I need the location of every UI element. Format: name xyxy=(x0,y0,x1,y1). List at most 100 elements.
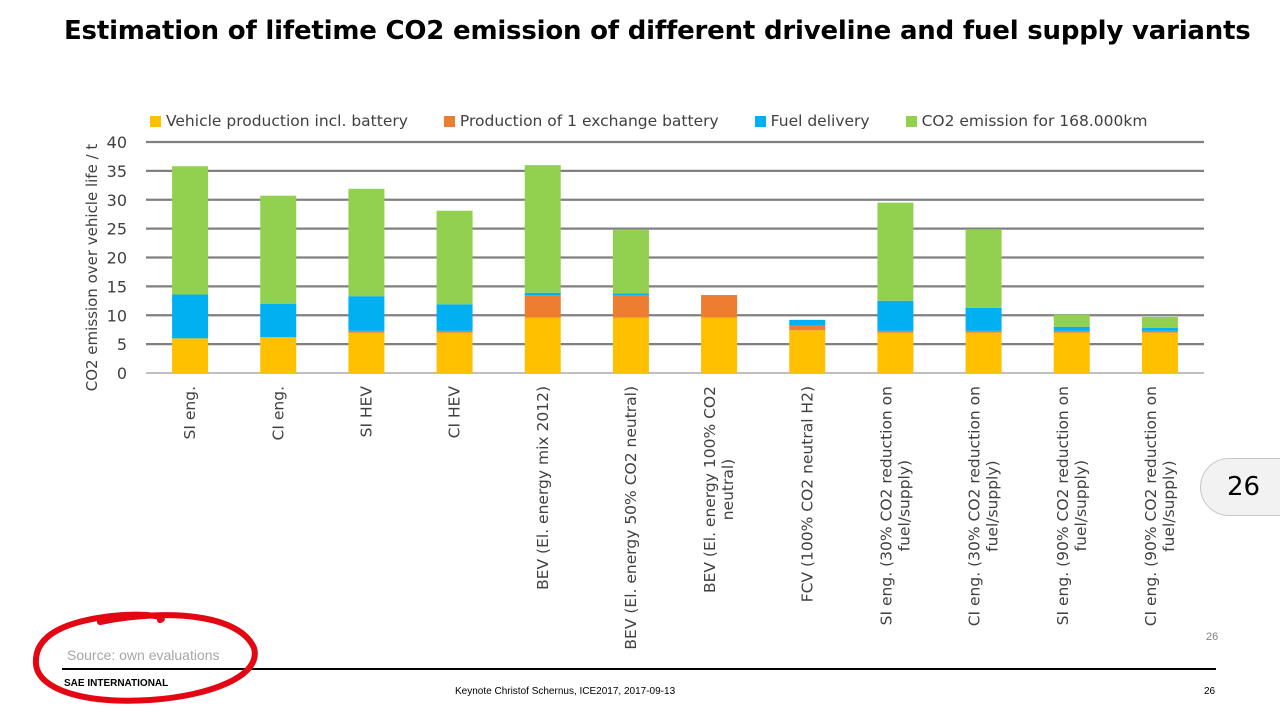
legend-item-vehicle-production: Vehicle production incl. battery xyxy=(150,112,408,130)
bar-segment xyxy=(612,317,649,373)
bar-segment xyxy=(436,330,473,333)
bar-segment xyxy=(1141,316,1178,328)
bar-segment xyxy=(436,304,473,331)
x-category-label-line: BEV (El. energy 100% CO2 xyxy=(701,386,719,593)
x-category-label-line: SI eng. (30% CO2 reduction on xyxy=(877,386,895,625)
x-category-label-line: CI eng. (90% CO2 reduction on xyxy=(1142,386,1160,626)
bar-segment xyxy=(348,188,385,297)
x-category-label-line: fuel/supply) xyxy=(984,460,1002,551)
bar-segment xyxy=(1053,326,1090,331)
y-tick-label: 0 xyxy=(117,364,127,383)
x-category-label: CI eng. (90% CO2 reduction onfuel/supply… xyxy=(1142,386,1178,626)
x-category-label-line: fuel/supply) xyxy=(1160,460,1178,551)
y-axis-label: CO2 emission over vehicle life / t xyxy=(83,144,101,392)
bar-segment xyxy=(436,332,473,373)
x-category-label: BEV (El. energy 100% CO2neutral) xyxy=(701,386,737,593)
bar-segment xyxy=(1053,330,1090,333)
bar-segment xyxy=(965,307,1002,331)
bar-segment xyxy=(1053,332,1090,373)
x-category-label-line: BEV (El. energy mix 2012) xyxy=(534,386,552,590)
legend-label-fuel-delivery: Fuel delivery xyxy=(770,112,870,130)
bar-segment xyxy=(701,295,738,318)
x-category-label: BEV (El. energy 50% CO2 neutral) xyxy=(622,386,640,650)
legend-item-exchange-battery: Production of 1 exchange battery xyxy=(443,112,719,130)
y-tick-label: 15 xyxy=(107,277,127,296)
bar-segment xyxy=(877,300,914,331)
x-category-label: FCV (100% CO2 neutral H2) xyxy=(798,386,816,602)
bar-segment xyxy=(1141,330,1178,333)
x-category-label-line: neutral) xyxy=(719,459,737,521)
y-tick-label: 5 xyxy=(117,335,127,354)
x-category-label-line: SI eng. xyxy=(181,386,199,439)
footer-text: Keynote Christof Schernus, ICE2017, 2017… xyxy=(455,686,676,697)
y-tick-label: 20 xyxy=(107,249,127,268)
bar-segment xyxy=(348,330,385,333)
legend-swatch-vehicle-production xyxy=(150,115,161,127)
bar-segment xyxy=(524,165,561,293)
bar-segment xyxy=(524,295,561,318)
bar-segment xyxy=(877,202,914,301)
footer-page-number: 26 xyxy=(1204,686,1216,697)
bar-segment xyxy=(877,330,914,333)
x-category-label: SI eng. (90% CO2 reduction onfuel/supply… xyxy=(1054,386,1090,625)
bar-segment xyxy=(789,319,826,326)
x-category-label-line: fuel/supply) xyxy=(895,460,913,551)
bar-segment xyxy=(965,229,1002,308)
organization-logo-text: SAE INTERNATIONAL xyxy=(64,678,169,689)
bar-segment xyxy=(965,330,1002,333)
bar-segment xyxy=(348,296,385,331)
legend-swatch-fuel-delivery xyxy=(754,115,766,127)
bar-segment xyxy=(612,295,649,318)
bar-segment xyxy=(789,325,826,331)
x-category-label-line: SI eng. (90% CO2 reduction on xyxy=(1054,386,1072,625)
bar-segment xyxy=(965,332,1002,373)
slide-number-badge-text: 26 xyxy=(1227,472,1261,502)
bar-segment xyxy=(524,317,561,373)
slide-title: Estimation of lifetime CO2 emission of d… xyxy=(64,16,1251,46)
x-category-label-line: CI HEV xyxy=(446,386,464,439)
x-category-label: CI HEV xyxy=(446,386,464,439)
x-category-label: BEV (El. energy mix 2012) xyxy=(534,386,552,590)
y-tick-label: 10 xyxy=(107,306,127,325)
bar-segment xyxy=(436,210,473,305)
x-category-label-line: fuel/supply) xyxy=(1072,460,1090,551)
x-category-label: CI eng. xyxy=(269,386,287,440)
x-category-label: SI eng. xyxy=(181,386,199,439)
bar-segment xyxy=(260,195,297,304)
x-category-label-line: BEV (El. energy 50% CO2 neutral) xyxy=(622,386,640,650)
legend-label-co2-emission: CO2 emission for 168.000km xyxy=(921,112,1148,130)
x-category-label: SI eng. (30% CO2 reduction onfuel/supply… xyxy=(877,386,913,625)
page-number-small: 26 xyxy=(1206,631,1219,643)
footer-divider xyxy=(62,668,1216,670)
x-category-label: SI HEV xyxy=(357,386,375,438)
bar-segment xyxy=(612,293,649,296)
x-category-label-line: CI eng. (30% CO2 reduction on xyxy=(966,386,984,626)
bar-segment xyxy=(260,337,297,373)
y-tick-label: 30 xyxy=(107,191,127,210)
x-category-label-line: SI HEV xyxy=(357,386,375,438)
bar-segment xyxy=(348,332,385,373)
x-category-label-line: CI eng. xyxy=(269,386,287,440)
bar-segment xyxy=(789,330,826,373)
bar-segment xyxy=(1053,314,1090,327)
y-tick-label: 35 xyxy=(107,162,127,181)
bar-segment xyxy=(612,229,649,294)
legend-item-co2-emission: CO2 emission for 168.000km xyxy=(905,112,1148,130)
chart-legend: Vehicle production incl. battery Product… xyxy=(150,110,1183,132)
legend-swatch-exchange-battery xyxy=(443,115,455,127)
bar-segment xyxy=(260,303,297,338)
slide-number-badge: 26 xyxy=(1200,458,1280,516)
y-tick-label: 25 xyxy=(107,220,127,239)
bar-segment xyxy=(172,166,209,295)
bar-segment xyxy=(172,294,209,339)
bar-segment xyxy=(1141,327,1178,331)
x-category-label-line: FCV (100% CO2 neutral H2) xyxy=(798,386,816,602)
bar-segment xyxy=(877,332,914,373)
bar-segment xyxy=(1141,332,1178,373)
legend-item-fuel-delivery: Fuel delivery xyxy=(754,112,870,130)
source-note: Source: own evaluations xyxy=(67,647,220,663)
legend-swatch-co2-emission xyxy=(905,115,917,127)
bar-segment xyxy=(172,338,209,373)
x-category-label: CI eng. (30% CO2 reduction onfuel/supply… xyxy=(966,386,1002,626)
